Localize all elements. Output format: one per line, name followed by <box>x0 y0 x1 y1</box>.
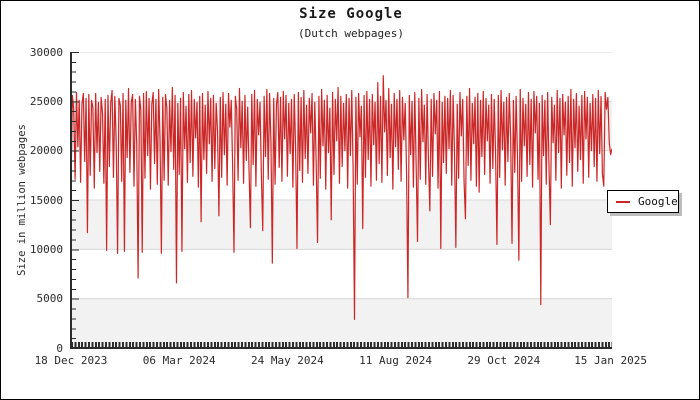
y-tick-label-30000: 30000 <box>29 45 63 59</box>
y-tick-label-15000: 15000 <box>29 193 63 207</box>
x-axis-daily-ticks <box>71 342 612 347</box>
x-tick-label: 18 Dec 2023 <box>34 354 108 367</box>
x-tick-label: 24 May 2024 <box>250 354 324 367</box>
y-axis-major-ticks <box>72 52 79 349</box>
google-series-line <box>71 75 612 320</box>
google-size-line-chart <box>71 52 612 320</box>
x-tick-label: 11 Aug 2024 <box>359 354 433 367</box>
y-tick-label-25000: 25000 <box>29 94 63 108</box>
x-tick-label: 15 Jan 2025 <box>574 354 648 367</box>
y-tick-label-0: 0 <box>56 341 63 355</box>
y-axis-line <box>70 52 72 348</box>
y-tick-label-20000: 20000 <box>29 144 63 158</box>
chart-subtitle: (Dutch webpages) <box>298 27 404 40</box>
y-tick-label-10000: 10000 <box>29 242 63 256</box>
y-tick-label-5000: 5000 <box>36 292 64 306</box>
plot-area <box>71 52 612 348</box>
legend-line-sample <box>616 200 630 203</box>
x-tick-label: 29 Oct 2024 <box>467 354 541 367</box>
legend-series-label: Google <box>638 195 678 208</box>
chart-title: Size Google <box>299 6 403 22</box>
legend-box: Google <box>607 190 679 213</box>
x-tick-label: 06 Mar 2024 <box>142 354 216 367</box>
x-axis-line <box>70 347 612 349</box>
